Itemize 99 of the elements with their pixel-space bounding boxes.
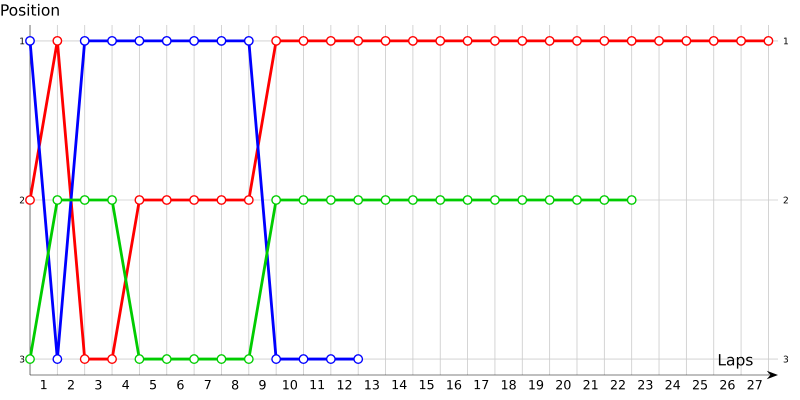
- y2-tick-label: 1: [784, 38, 788, 44]
- point: [271, 36, 282, 46]
- x-tick-label: 26: [720, 380, 735, 390]
- point: [408, 36, 418, 46]
- x-axis-title: Laps: [718, 354, 753, 369]
- x-tick-label: 18: [502, 380, 516, 390]
- point: [517, 36, 528, 46]
- y2-tick-label: 3: [784, 356, 788, 363]
- point: [517, 195, 528, 205]
- point: [271, 195, 282, 205]
- x-tick-label: 16: [447, 380, 462, 390]
- x-tick-label: 22: [610, 380, 625, 390]
- point: [162, 195, 172, 205]
- point: [380, 36, 390, 46]
- point: [326, 354, 336, 364]
- point: [353, 195, 364, 205]
- x-tick-label: 6: [177, 380, 184, 390]
- point: [599, 195, 610, 205]
- point: [107, 36, 117, 46]
- x-tick-label: 27: [748, 380, 762, 390]
- point: [298, 354, 308, 364]
- y2-tick-label: 2: [784, 196, 788, 204]
- point: [462, 195, 473, 205]
- x-tick-label: 10: [283, 380, 298, 390]
- point: [134, 354, 144, 364]
- x-tick-label: 9: [259, 380, 266, 390]
- point: [52, 195, 62, 205]
- point: [572, 36, 582, 46]
- x-tick-label: 23: [638, 380, 652, 390]
- x-tick-label: 25: [692, 380, 707, 390]
- point: [271, 354, 282, 364]
- x-tick-label: 20: [556, 380, 571, 390]
- y-tick-label: 1: [20, 38, 24, 44]
- point: [244, 36, 254, 46]
- point: [599, 36, 610, 46]
- point: [25, 354, 35, 364]
- point: [435, 195, 446, 205]
- x-tick-label: 24: [666, 380, 680, 390]
- point: [80, 36, 90, 46]
- point: [162, 36, 172, 46]
- x-tick-label: 21: [584, 380, 598, 390]
- point: [353, 354, 364, 364]
- point: [544, 195, 555, 205]
- point: [52, 36, 62, 46]
- point: [216, 36, 226, 46]
- point: [708, 36, 719, 46]
- point: [162, 354, 172, 364]
- point: [764, 36, 774, 46]
- point: [353, 36, 364, 46]
- x-tick-label: 4: [122, 380, 130, 390]
- point: [298, 36, 308, 46]
- point: [435, 36, 446, 46]
- point: [572, 195, 582, 205]
- point: [107, 354, 117, 364]
- x-tick-label: 17: [474, 380, 488, 390]
- x-tick-label: 14: [392, 380, 407, 390]
- x-tick-label: 15: [420, 380, 434, 390]
- point: [189, 36, 200, 46]
- point: [189, 354, 200, 364]
- x-tick-label: 3: [95, 380, 102, 390]
- x-tick-label: 5: [150, 380, 156, 390]
- x-tick-label: 12: [338, 380, 352, 390]
- y-axis-title: Position: [1, 4, 59, 16]
- x-tick-label: 7: [204, 380, 211, 390]
- point: [80, 195, 90, 205]
- point: [326, 195, 336, 205]
- point: [736, 36, 746, 46]
- point: [216, 354, 226, 364]
- y-tick-label: 3: [20, 356, 24, 363]
- point: [244, 354, 254, 364]
- x-tick-label: 2: [68, 380, 74, 390]
- point: [189, 195, 200, 205]
- point: [25, 195, 35, 205]
- point: [408, 195, 418, 205]
- point: [380, 195, 390, 205]
- point: [462, 36, 473, 46]
- point: [326, 36, 336, 46]
- x-tick-label: 13: [365, 380, 379, 390]
- point: [681, 36, 692, 46]
- x-tick-label: 11: [310, 380, 324, 390]
- point: [544, 36, 555, 46]
- point: [298, 195, 308, 205]
- point: [134, 36, 144, 46]
- point: [80, 354, 90, 364]
- point: [626, 36, 637, 46]
- y-tick-label: 2: [20, 196, 24, 204]
- x-tick-label: 19: [529, 380, 544, 390]
- point: [52, 354, 62, 364]
- x-tick-label: 8: [232, 380, 238, 390]
- point: [107, 195, 117, 205]
- point: [244, 195, 254, 205]
- point: [134, 195, 144, 205]
- x-tick-label: 1: [41, 380, 47, 390]
- point: [490, 195, 500, 205]
- point: [25, 36, 35, 46]
- point: [654, 36, 664, 46]
- point: [626, 195, 637, 205]
- point: [490, 36, 500, 46]
- point: [216, 195, 226, 205]
